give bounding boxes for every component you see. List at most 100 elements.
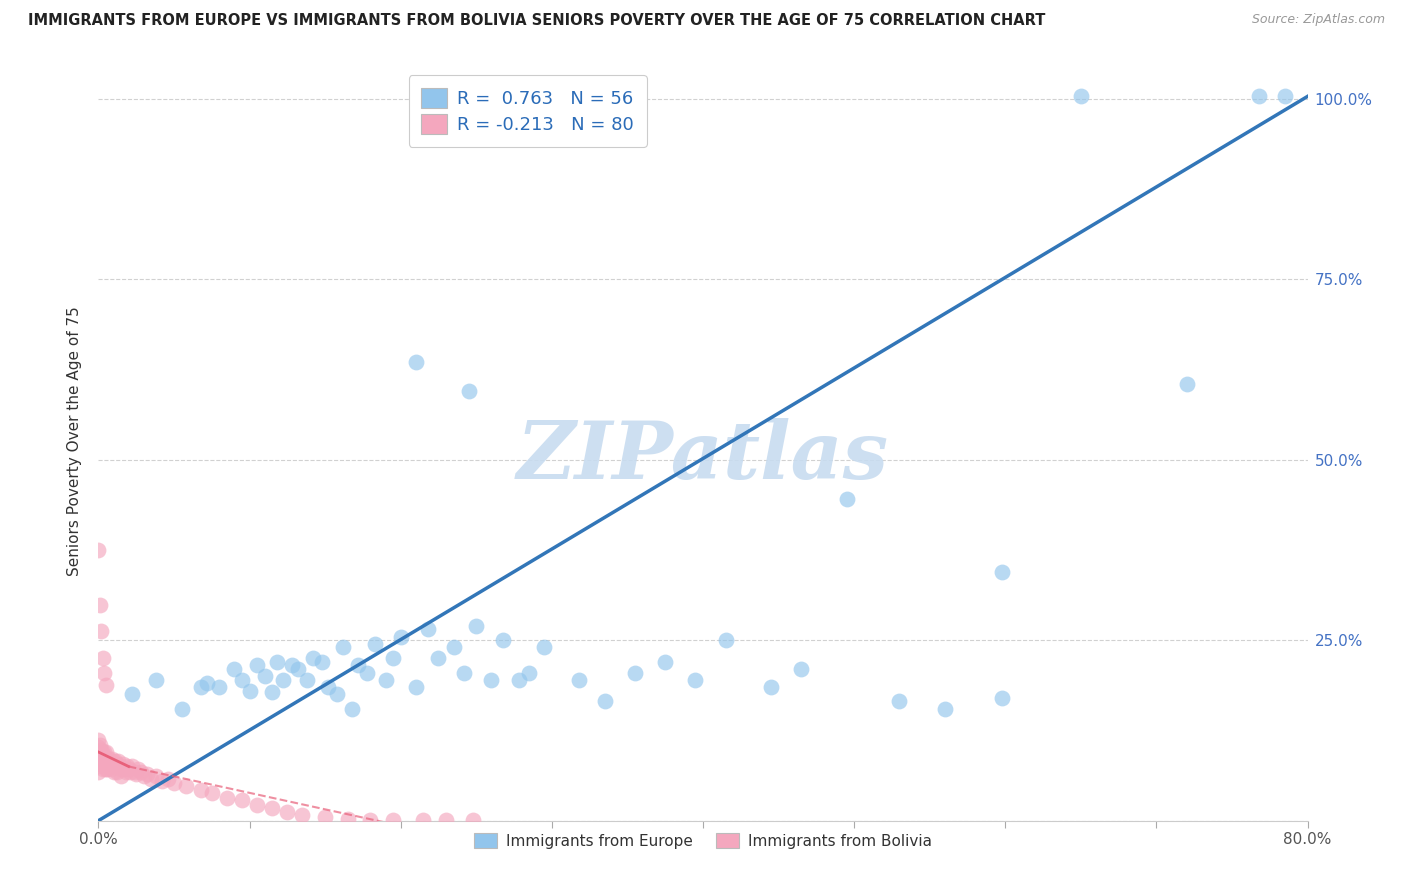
Point <box>98 752 121 766</box>
Point <box>311 655 333 669</box>
Point <box>87 745 110 759</box>
Point <box>94 745 117 759</box>
Point <box>1274 89 1296 103</box>
Point <box>96 762 118 776</box>
Point <box>246 658 269 673</box>
Point <box>624 665 647 680</box>
Point <box>121 759 143 773</box>
Point <box>118 762 141 776</box>
Point <box>90 743 112 757</box>
Point <box>253 669 276 683</box>
Point <box>91 651 114 665</box>
Point <box>239 683 262 698</box>
Point <box>463 813 485 827</box>
Point <box>276 805 298 819</box>
Point <box>1070 89 1092 103</box>
Point <box>89 738 111 752</box>
Point <box>314 810 336 824</box>
Point <box>104 755 127 769</box>
Point <box>231 793 253 807</box>
Point <box>89 752 111 766</box>
Point <box>427 651 450 665</box>
Point <box>405 355 427 369</box>
Point <box>127 762 149 776</box>
Point <box>336 812 359 826</box>
Point <box>190 680 212 694</box>
Point <box>90 757 112 772</box>
Point <box>98 759 121 773</box>
Point <box>115 759 138 773</box>
Point <box>889 694 911 708</box>
Point <box>533 640 555 655</box>
Point <box>145 673 167 687</box>
Point <box>91 762 114 776</box>
Point <box>389 630 412 644</box>
Point <box>114 764 136 779</box>
Y-axis label: Seniors Poverty Over the Age of 75: Seniors Poverty Over the Age of 75 <box>67 307 83 576</box>
Point <box>246 797 269 812</box>
Text: Source: ZipAtlas.com: Source: ZipAtlas.com <box>1251 13 1385 27</box>
Point <box>105 764 128 779</box>
Point <box>266 655 288 669</box>
Point <box>405 680 427 694</box>
Point <box>111 757 134 772</box>
Point <box>508 673 530 687</box>
Point <box>453 665 475 680</box>
Point <box>129 764 152 779</box>
Point <box>90 750 112 764</box>
Point <box>291 808 314 822</box>
Point <box>382 651 405 665</box>
Point <box>94 762 117 776</box>
Point <box>94 678 117 692</box>
Point <box>457 384 479 398</box>
Point <box>103 764 125 779</box>
Point <box>517 665 540 680</box>
Point <box>302 651 325 665</box>
Point <box>416 622 439 636</box>
Point <box>347 658 370 673</box>
Point <box>262 800 284 814</box>
Point <box>87 739 110 754</box>
Point <box>934 702 956 716</box>
Text: ZIPatlas: ZIPatlas <box>517 418 889 495</box>
Point <box>287 662 309 676</box>
Point <box>412 813 434 827</box>
Point <box>100 755 122 769</box>
Point <box>141 772 163 786</box>
Point <box>107 755 129 769</box>
Point <box>356 665 378 680</box>
Point <box>685 673 707 687</box>
Point <box>145 769 167 783</box>
Point <box>150 773 173 788</box>
Point <box>593 694 616 708</box>
Point <box>96 755 118 769</box>
Point <box>215 790 238 805</box>
Point <box>364 637 387 651</box>
Point <box>110 769 132 783</box>
Point <box>110 762 132 776</box>
Point <box>360 813 382 827</box>
Point <box>835 492 858 507</box>
Point <box>87 732 110 747</box>
Point <box>101 759 124 773</box>
Point <box>481 673 503 687</box>
Point <box>93 745 115 759</box>
Point <box>90 624 112 639</box>
Point <box>121 687 143 701</box>
Point <box>87 764 110 779</box>
Point <box>124 764 146 779</box>
Point <box>374 673 396 687</box>
Point <box>231 673 253 687</box>
Point <box>105 757 128 772</box>
Point <box>93 757 115 772</box>
Point <box>163 776 186 790</box>
Point <box>170 702 193 716</box>
Point <box>87 750 110 764</box>
Point <box>89 757 111 772</box>
Point <box>174 779 197 793</box>
Point <box>568 673 591 687</box>
Text: IMMIGRANTS FROM EUROPE VS IMMIGRANTS FROM BOLIVIA SENIORS POVERTY OVER THE AGE O: IMMIGRANTS FROM EUROPE VS IMMIGRANTS FRO… <box>28 13 1046 29</box>
Point <box>125 766 148 780</box>
Point <box>714 633 737 648</box>
Point <box>101 752 124 766</box>
